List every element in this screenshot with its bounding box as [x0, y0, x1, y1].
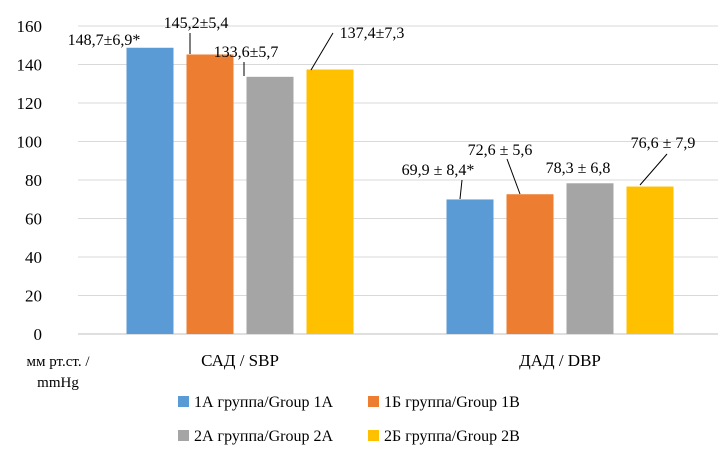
y-tick-label: 40: [25, 248, 42, 267]
data-label: 133,6±5,7: [214, 44, 279, 61]
data-label: 148,7±6,9*: [68, 32, 141, 49]
bar-4-1: [306, 69, 354, 334]
category-label: САД / SBP: [201, 351, 279, 370]
bar-4-2: [626, 186, 674, 334]
bar-3-1: [246, 76, 294, 334]
legend-swatch: [178, 396, 189, 407]
y-tick-label: 60: [25, 210, 42, 229]
legend: 1А группа/Group 1A 1Б группа/Group 1B 2А г…: [178, 394, 520, 445]
label-leader-line: [639, 153, 668, 186]
category-label: ДАД / DBP: [519, 351, 601, 370]
legend-label: 2А группа/Group 2A: [194, 428, 333, 445]
label-leader-line: [310, 32, 334, 71]
data-label: 78,3 ± 6,8: [546, 160, 611, 177]
category-labels: САД / SBP ДАД / DBP: [201, 351, 601, 370]
data-label: 145,2±5,4: [164, 15, 229, 32]
y-axis-ticks: 0 20 40 60 80 100 120 140 160: [17, 17, 43, 344]
y-tick-label: 160: [17, 17, 43, 36]
legend-label: 1Б группа/Group 1B: [384, 394, 520, 411]
legend-label: 1А группа/Group 1A: [194, 394, 333, 411]
legend-swatch: [178, 430, 189, 441]
bar-2-2: [506, 194, 554, 334]
y-tick-label: 20: [25, 287, 42, 306]
y-axis-unit-line-2: mmHg: [37, 375, 79, 391]
label-leader-lines: [189, 32, 668, 200]
gridlines: [78, 25, 718, 335]
legend-swatch: [368, 430, 379, 441]
data-label: 137,4±7,3: [340, 25, 405, 42]
y-tick-label: 0: [34, 325, 43, 344]
data-labels: 148,7±6,9* 145,2±5,4 133,6±5,7 137,4±7,3 69,…: [68, 15, 696, 179]
data-label: 76,6 ± 7,9: [631, 135, 696, 152]
bar-2-1: [186, 54, 234, 335]
y-axis-unit-line-1: мм рт.ст. /: [27, 354, 91, 370]
data-label: 69,9 ± 8,4*: [402, 162, 475, 179]
label-leader-line: [506, 158, 521, 195]
y-axis-unit-label: мм рт.ст. / mmHg: [27, 354, 91, 391]
legend-label: 2Б группа/Group 2B: [384, 428, 520, 445]
y-tick-label: 80: [25, 171, 42, 190]
legend-swatch: [368, 396, 379, 407]
y-tick-label: 140: [17, 56, 43, 75]
bars: [126, 47, 674, 335]
y-tick-label: 100: [17, 133, 43, 152]
bar-1-1: [126, 47, 174, 334]
data-label: 72,6 ± 5,6: [468, 142, 533, 159]
bar-1-2: [446, 199, 494, 334]
bar-3-2: [566, 183, 614, 334]
y-tick-label: 120: [17, 94, 43, 113]
label-leader-line: [459, 179, 463, 200]
